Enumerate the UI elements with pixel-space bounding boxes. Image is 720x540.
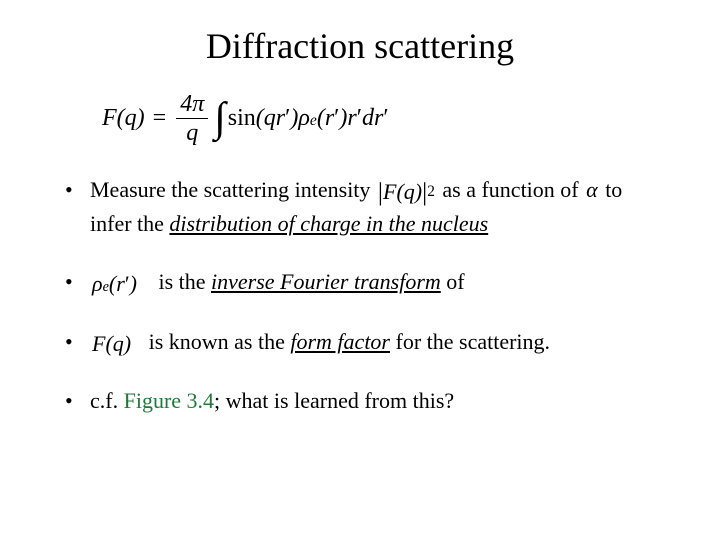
b4-text2: ; what is learned from this? bbox=[214, 388, 454, 413]
eq-prime2: ′ bbox=[334, 105, 339, 131]
eq-arg-prime: ′ bbox=[285, 105, 290, 131]
b3-text2: form factor bbox=[290, 329, 390, 354]
b3-text3: for the scattering. bbox=[390, 329, 550, 354]
b2-text2: inverse Fourier transform bbox=[211, 269, 441, 294]
integral-symbol: ∫ bbox=[214, 102, 226, 136]
eq-arg-q: q bbox=[264, 105, 276, 131]
b3-F: F bbox=[92, 329, 105, 359]
b2-text1: is the bbox=[158, 269, 211, 294]
bullet-2: ρe(r′) is the inverse Fourier transform … bbox=[60, 267, 660, 299]
b4-text1: c.f. bbox=[90, 388, 124, 413]
b2-prime: ′ bbox=[125, 269, 130, 299]
eq-dprime: ′ bbox=[383, 105, 388, 131]
b2-r: r bbox=[116, 269, 125, 299]
eq-F: F bbox=[102, 105, 117, 131]
eq-q: q bbox=[125, 105, 137, 131]
eq-den-q: q bbox=[182, 119, 202, 145]
eq-dr: dr bbox=[362, 105, 383, 131]
eq-r2: r bbox=[325, 105, 334, 131]
eq-num-4: 4 bbox=[180, 91, 192, 117]
eq-num-pi: π bbox=[192, 91, 204, 117]
b1-exp: 2 bbox=[427, 182, 435, 203]
eq-rho: ρ bbox=[298, 105, 310, 132]
bullet-1: Measure the scattering intensity |F(q)|2… bbox=[60, 175, 660, 239]
b3-text1: is known as the bbox=[149, 329, 291, 354]
b1-mid: as a function of bbox=[437, 177, 584, 202]
eq-rho-sub: e bbox=[310, 112, 317, 130]
eq-tail-r: r bbox=[347, 105, 356, 131]
b1-F: F bbox=[383, 177, 396, 207]
slide-title: Diffraction scattering bbox=[60, 25, 660, 67]
b2-text3: of bbox=[441, 269, 465, 294]
bullet-3: F(q) is known as the form factor for the… bbox=[60, 327, 660, 359]
b1-pre: Measure the scattering intensity bbox=[90, 177, 376, 202]
b1-q: q bbox=[404, 177, 415, 207]
b1-alpha: α bbox=[584, 177, 600, 202]
b2-rho: ρ bbox=[92, 269, 103, 299]
eq-sin: sin bbox=[228, 105, 256, 132]
slide-content: Diffraction scattering F(q) = 4π q ∫ sin… bbox=[0, 0, 720, 464]
bullet-4: c.f. Figure 3.4; what is learned from th… bbox=[60, 386, 660, 416]
b3-q: q bbox=[113, 329, 124, 359]
figure-ref: Figure 3.4 bbox=[124, 388, 214, 413]
bullet-list: Measure the scattering intensity |F(q)|2… bbox=[60, 175, 660, 416]
b1-line2b: distribution of charge in the nucleus bbox=[169, 211, 488, 236]
eq-fraction: 4π q bbox=[176, 92, 208, 145]
main-equation: F(q) = 4π q ∫ sin (qr′) ρe (r′) r′ dr′ bbox=[100, 92, 660, 145]
eq-arg-r: r bbox=[276, 105, 285, 131]
b2-sub: e bbox=[103, 278, 109, 297]
